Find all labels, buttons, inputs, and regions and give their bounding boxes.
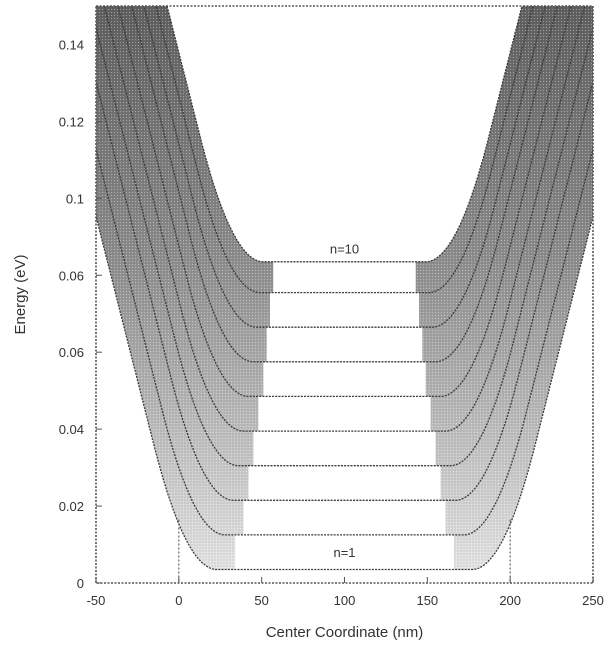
level-gap-4 (253, 431, 436, 466)
x-tick-label: 100 (334, 593, 356, 608)
y-axis-label: Energy (eV) (12, 254, 29, 334)
plot-area (96, 6, 593, 583)
annotation-n1: n=1 (333, 545, 355, 560)
energy-level-curve-1 (96, 213, 593, 571)
energy-level-curve-2 (96, 146, 593, 536)
level-gap-1 (235, 534, 454, 570)
energy-level-curve-3 (96, 79, 593, 501)
above-top-level-region (167, 6, 522, 262)
energy-level-curve-10 (166, 6, 523, 263)
level-gap-2 (243, 500, 446, 535)
energy-level-curve-4 (96, 24, 593, 467)
level-gap-3 (248, 465, 441, 501)
axis-ticks: -50 0 50 100 150 200 25000.020.040.060.060.10.… (59, 37, 604, 608)
y-tick-label: 0.12 (59, 114, 84, 129)
energy-level-curve-8 (143, 6, 546, 328)
level-gap-9 (273, 261, 416, 293)
annotation-n10: n=10 (330, 241, 359, 256)
confinement-edges (178, 519, 511, 583)
y-tick-label: 0.02 (59, 499, 84, 514)
x-tick-label: -50 (87, 593, 106, 608)
x-tick-label: 50 (254, 593, 268, 608)
y-tick-label: 0 (77, 576, 84, 591)
y-tick-label: 0.06 (59, 345, 84, 360)
energy-level-curve-6 (117, 6, 572, 398)
x-tick-label: 250 (582, 593, 604, 608)
y-tick-label: 0.06 (59, 268, 84, 283)
y-tick-label: 0.04 (59, 422, 84, 437)
level-gap-8 (269, 292, 420, 328)
energy-level-curve-7 (131, 6, 558, 363)
level-gap-5 (258, 396, 431, 432)
plot-frame (95, 5, 594, 584)
energy-levels (96, 6, 593, 583)
x-tick-label: 0 (175, 593, 182, 608)
below-ground-level (96, 216, 593, 583)
level-gap-6 (263, 361, 426, 397)
x-tick-label: 150 (416, 593, 438, 608)
x-tick-label: 200 (499, 593, 521, 608)
x-axis-label: Center Coordinate (nm) (266, 624, 424, 641)
y-tick-label: 0.14 (59, 37, 84, 52)
y-tick-label: 0.1 (66, 191, 84, 206)
level-gap-7 (266, 327, 423, 362)
